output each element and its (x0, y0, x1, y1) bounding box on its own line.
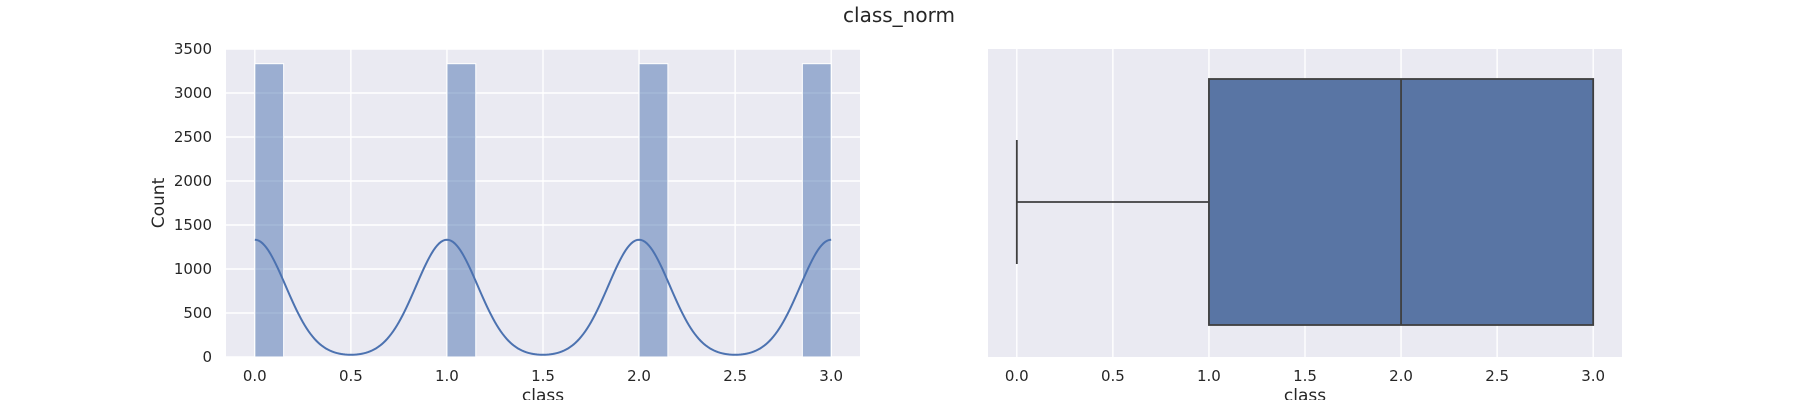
histogram-x-tick-label: 2.5 (723, 367, 747, 385)
histogram-x-tick-label: 3.0 (819, 367, 843, 385)
histogram-x-axis-label: class (522, 386, 564, 400)
histogram-bar (446, 63, 477, 358)
histogram-x-tick-label: 0.5 (339, 367, 363, 385)
histogram-y-tick-label: 2000 (174, 172, 212, 190)
histogram-x-tick-label: 1.5 (531, 367, 555, 385)
histogram-y-tick-label: 1500 (174, 216, 212, 234)
histogram-y-tick-label: 3500 (174, 40, 212, 58)
histogram-bar (254, 63, 285, 358)
boxplot-x-tick-label: 0.5 (1101, 367, 1125, 385)
histogram-y-tick-label: 2500 (174, 128, 212, 146)
boxplot-x-tick-label: 1.0 (1197, 367, 1221, 385)
boxplot-x-tick-label: 2.0 (1389, 367, 1413, 385)
boxplot-x-tick-label: 1.5 (1293, 367, 1317, 385)
boxplot-x-tick-labels: 0.0 0.5 1.0 1.5 2.0 2.5 3.0 (1005, 367, 1605, 385)
histogram-x-tick-label: 0.0 (243, 367, 267, 385)
histogram-panel: 0.0 0.5 1.0 1.5 2.0 2.5 3.0 0 500 1000 1500 2000 25… (149, 40, 860, 400)
boxplot-x-axis-label: class (1284, 386, 1326, 400)
histogram-y-tick-label: 1000 (174, 260, 212, 278)
figure-title: class_norm (843, 3, 955, 27)
boxplot-x-tick-label: 3.0 (1581, 367, 1605, 385)
histogram-y-tick-label: 3000 (174, 84, 212, 102)
boxplot-panel: 0.0 0.5 1.0 1.5 2.0 2.5 3.0 class (988, 49, 1622, 400)
histogram-x-tick-labels: 0.0 0.5 1.0 1.5 2.0 2.5 3.0 (243, 367, 843, 385)
histogram-y-tick-labels: 0 500 1000 1500 2000 2500 3000 3500 (174, 40, 212, 366)
histogram-y-axis-label: Count (149, 177, 169, 228)
boxplot-x-tick-label: 0.0 (1005, 367, 1029, 385)
histogram-bar (801, 63, 832, 358)
kde-curve (254, 238, 832, 356)
histogram-x-tick-label: 1.0 (435, 367, 459, 385)
histogram-y-tick-label: 500 (183, 304, 212, 322)
histogram-bar (638, 63, 669, 358)
histogram-x-tick-label: 2.0 (627, 367, 651, 385)
histogram-y-tick-label: 0 (202, 348, 212, 366)
boxplot-shapes (1015, 78, 1595, 326)
histogram-bars (254, 63, 832, 358)
boxplot-x-tick-label: 2.5 (1485, 367, 1509, 385)
